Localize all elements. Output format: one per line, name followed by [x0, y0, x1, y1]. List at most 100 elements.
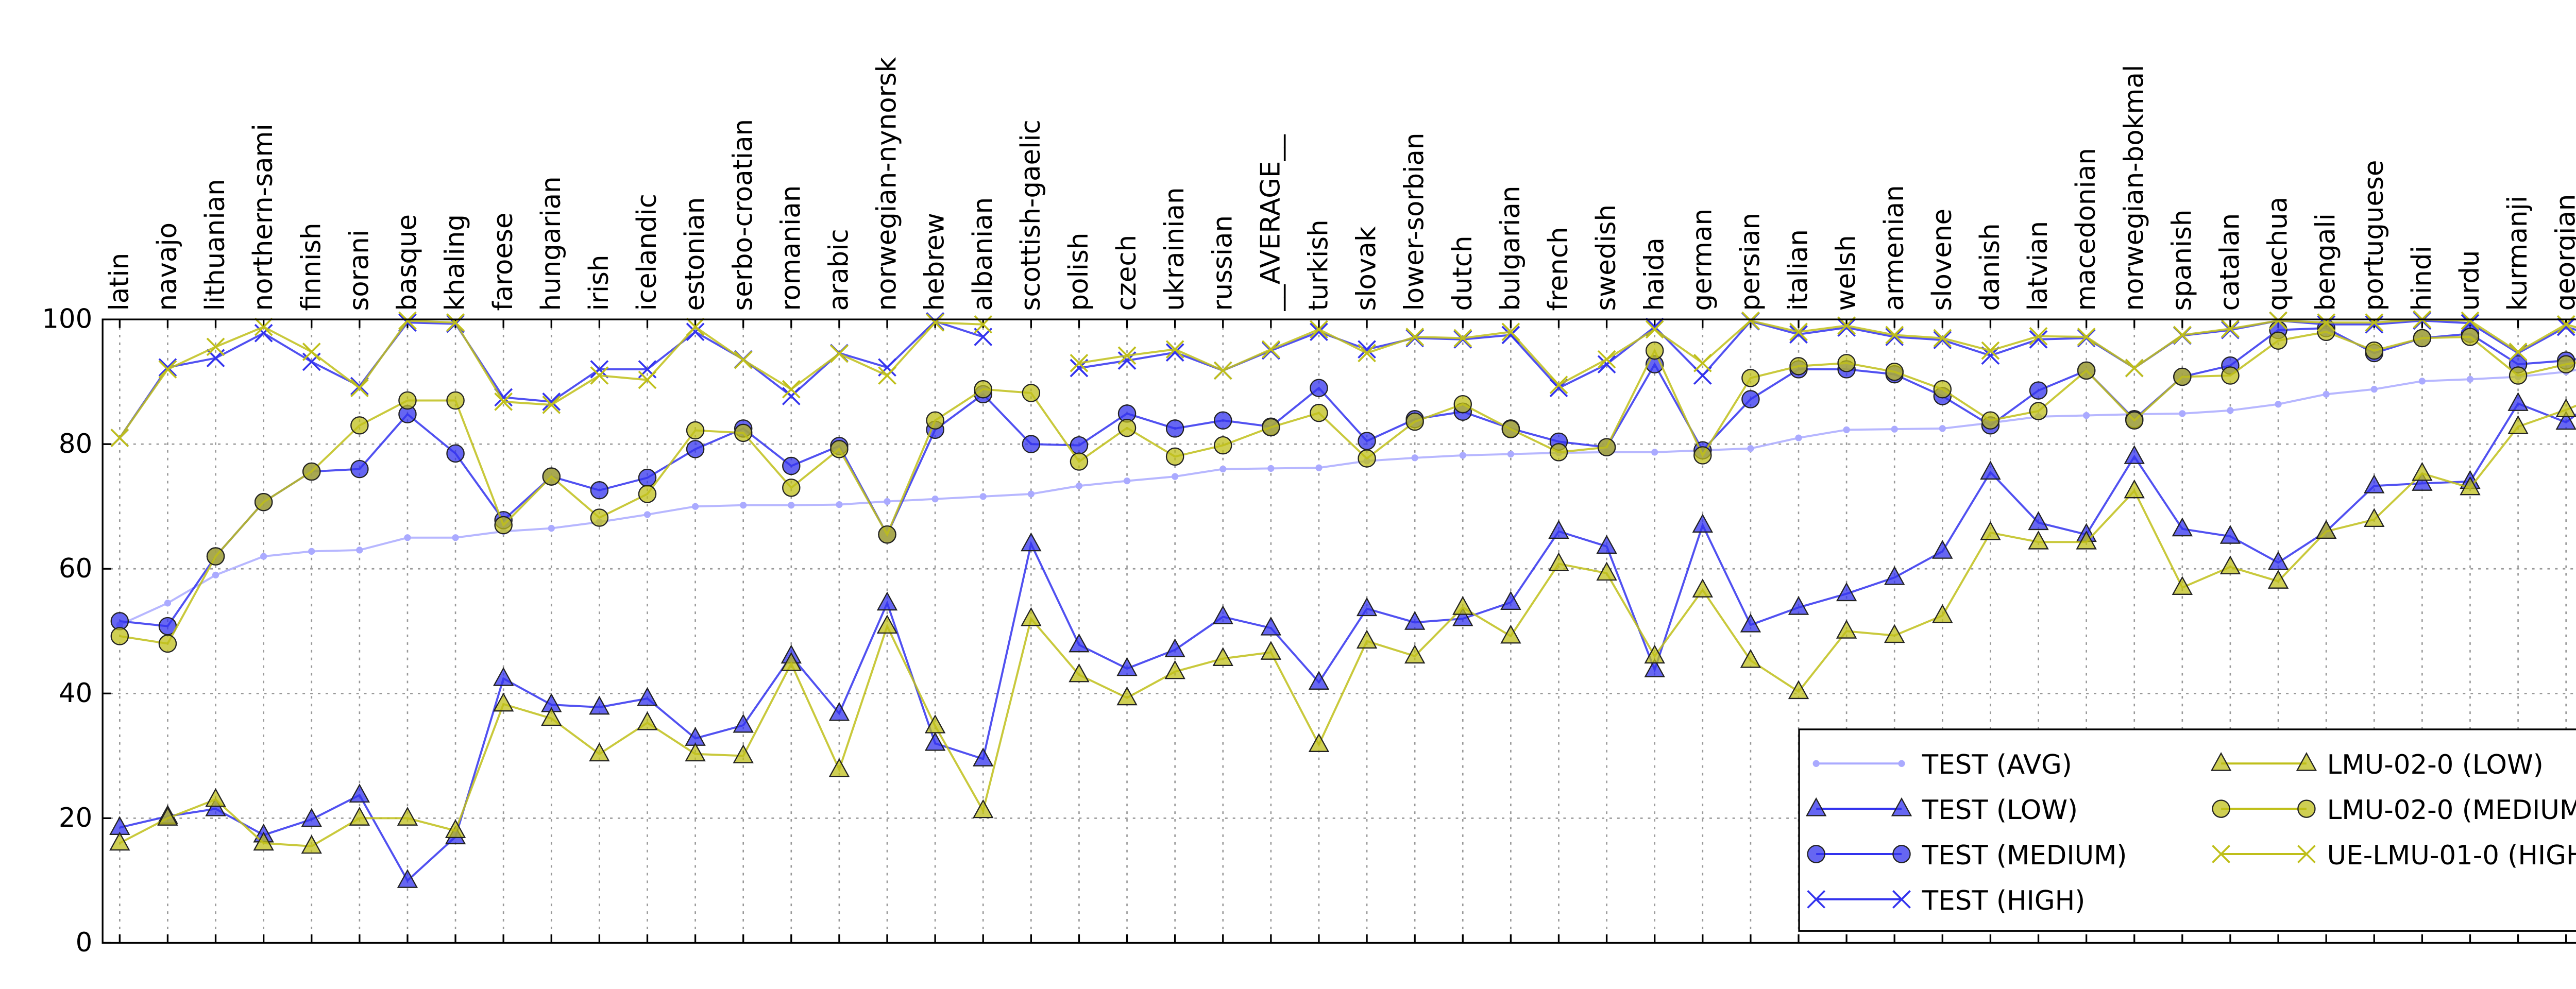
marker-shape — [1308, 671, 1330, 690]
marker — [1596, 535, 1617, 554]
marker-shape — [828, 758, 850, 777]
marker — [1214, 436, 1232, 455]
marker — [1645, 320, 1664, 339]
marker-shape — [2509, 366, 2528, 385]
marker-shape — [2412, 462, 2433, 481]
marker-shape — [1356, 597, 1378, 617]
marker-shape — [2029, 327, 2048, 346]
marker-shape — [1644, 658, 1665, 677]
marker-shape — [1405, 412, 1424, 431]
marker — [2317, 322, 2335, 342]
marker-shape — [205, 797, 226, 816]
marker — [782, 380, 801, 399]
marker-shape — [1980, 461, 2001, 480]
marker — [1788, 680, 1809, 700]
plot-frame — [101, 318, 2576, 944]
marker — [1164, 660, 1185, 679]
x-tick-label: russian — [1207, 215, 1238, 311]
marker-shape — [2275, 401, 2282, 408]
marker — [445, 819, 466, 839]
marker — [2370, 386, 2378, 393]
x-tick-label: kurmanji — [2502, 196, 2533, 311]
marker-shape — [1260, 641, 1282, 660]
marker-shape — [686, 322, 705, 342]
marker-shape — [1693, 353, 1712, 372]
series-line — [120, 331, 2576, 645]
marker-shape — [828, 702, 850, 721]
marker — [1789, 357, 1808, 376]
marker-shape — [157, 807, 178, 826]
marker — [2275, 401, 2282, 408]
marker-shape — [493, 667, 514, 686]
marker-shape — [2221, 366, 2240, 385]
marker — [733, 713, 754, 733]
marker-shape — [1501, 326, 1520, 345]
marker — [931, 496, 939, 503]
marker-shape — [2509, 343, 2528, 361]
marker-shape — [1548, 520, 1569, 539]
marker — [1933, 329, 1952, 348]
marker — [828, 702, 850, 721]
marker — [1549, 443, 1568, 462]
marker-shape — [1267, 465, 1275, 472]
marker-shape — [1070, 452, 1089, 471]
marker — [686, 440, 705, 458]
y-tick-label: 40 — [59, 678, 92, 709]
marker-shape — [1789, 322, 1808, 342]
marker — [734, 350, 753, 369]
marker — [2221, 319, 2240, 338]
marker-shape — [1116, 657, 1138, 676]
marker — [974, 380, 992, 399]
marker — [260, 553, 267, 560]
marker — [1884, 566, 1905, 585]
x-tick-label: lower-sorbian — [1399, 133, 1430, 311]
marker-shape — [1172, 473, 1179, 480]
marker — [830, 440, 849, 458]
marker — [1262, 418, 1280, 437]
marker — [2029, 381, 2048, 400]
marker-shape — [1459, 452, 1466, 459]
marker-shape — [1165, 343, 1184, 362]
marker — [1980, 461, 2001, 480]
marker-shape — [1021, 607, 1042, 626]
marker-shape — [1358, 432, 1376, 450]
marker-shape — [2507, 415, 2529, 434]
marker — [637, 711, 658, 730]
marker — [2172, 576, 2193, 595]
marker — [1212, 605, 1233, 624]
marker-shape — [1981, 411, 2000, 430]
x-tick-label: quechua — [2263, 197, 2294, 311]
x-tick-label: sorani — [344, 230, 375, 311]
marker-shape — [733, 744, 754, 763]
marker — [541, 707, 562, 726]
marker — [1788, 595, 1809, 615]
marker-shape — [1358, 340, 1376, 359]
marker-shape — [2124, 479, 2145, 499]
marker — [1069, 663, 1090, 683]
marker — [590, 360, 609, 379]
marker-shape — [1310, 403, 1328, 422]
marker — [1164, 638, 1185, 658]
marker — [542, 467, 561, 486]
marker — [1027, 490, 1035, 498]
marker-shape — [2364, 474, 2385, 493]
marker — [1021, 532, 1042, 552]
marker — [740, 502, 747, 509]
marker-shape — [1980, 521, 2001, 540]
marker-shape — [1692, 514, 1713, 533]
marker-shape — [1933, 329, 1952, 348]
marker — [1981, 411, 2000, 430]
marker — [1548, 552, 1569, 571]
marker-shape — [109, 831, 130, 851]
legend-label: LMU-02-0 (MEDIUM) — [2327, 795, 2576, 826]
marker — [1836, 582, 1857, 602]
marker — [1501, 326, 1520, 345]
marker-shape — [1549, 376, 1568, 395]
marker — [1315, 464, 1323, 471]
marker — [350, 416, 369, 435]
marker — [1980, 521, 2001, 540]
x-tick-label: irish — [584, 255, 615, 311]
marker-shape — [1596, 535, 1617, 554]
marker-shape — [685, 742, 706, 762]
